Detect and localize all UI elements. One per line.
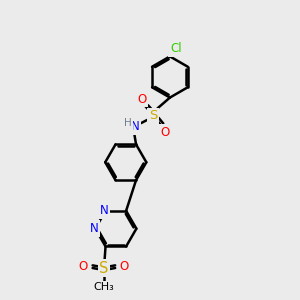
Text: CH₃: CH₃	[94, 282, 114, 292]
Text: N: N	[100, 204, 109, 217]
Text: Cl: Cl	[170, 42, 182, 55]
Text: H: H	[124, 118, 132, 128]
Text: S: S	[149, 109, 158, 122]
Text: O: O	[137, 93, 147, 106]
Text: S: S	[99, 260, 109, 275]
Text: N: N	[131, 120, 140, 133]
Text: N: N	[90, 222, 98, 235]
Text: O: O	[120, 260, 129, 273]
Text: O: O	[160, 126, 169, 139]
Text: O: O	[79, 260, 88, 273]
